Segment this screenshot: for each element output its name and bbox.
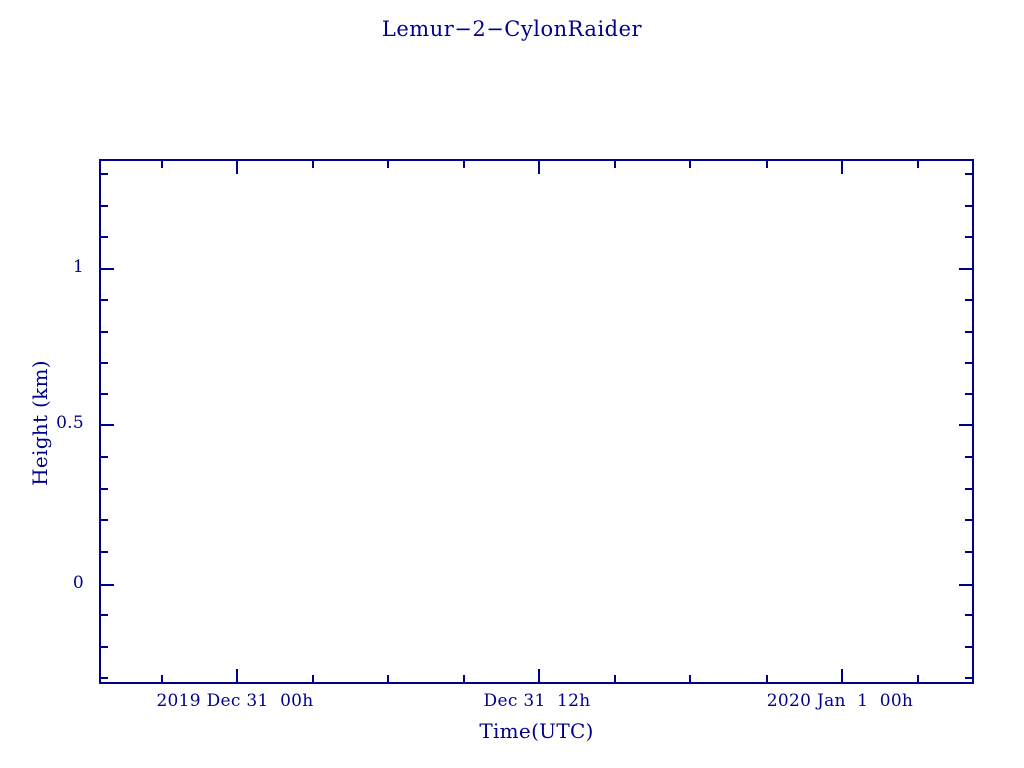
y-axis-tick-minor-left xyxy=(101,488,108,490)
y-axis-tick-minor-left xyxy=(101,393,108,395)
x-axis-tick-minor-top xyxy=(689,161,691,168)
y-axis-tick-minor-left xyxy=(101,299,108,301)
x-axis-tick-major-top xyxy=(538,161,540,174)
x-axis-tick-minor-top xyxy=(387,161,389,168)
y-axis-tick-minor-left xyxy=(101,173,108,175)
y-axis-tick-minor-left xyxy=(101,362,108,364)
y-axis-tick-minor-left xyxy=(101,331,108,333)
x-axis-tick-label: 2019 Dec 31 00h xyxy=(156,691,314,711)
x-axis-tick-minor-bottom xyxy=(161,675,163,682)
y-axis-tick-minor-left xyxy=(101,551,108,553)
x-axis-tick-minor-bottom xyxy=(614,675,616,682)
y-axis-tick-minor-right xyxy=(965,205,972,207)
y-axis-tick-minor-right xyxy=(965,362,972,364)
y-axis-tick-label: 0 xyxy=(72,573,84,593)
y-axis-tick-minor-left xyxy=(101,456,108,458)
x-axis-tick-minor-top xyxy=(463,161,465,168)
x-axis-tick-minor-top xyxy=(766,161,768,168)
x-axis-tick-major-bottom xyxy=(236,669,238,682)
x-axis-tick-minor-bottom xyxy=(387,675,389,682)
x-axis-tick-minor-top xyxy=(161,161,163,168)
x-axis-tick-major-top xyxy=(236,161,238,174)
x-axis-tick-minor-bottom xyxy=(917,675,919,682)
y-axis-tick-minor-right xyxy=(965,299,972,301)
y-axis-tick-minor-right xyxy=(965,614,972,616)
x-axis-tick-label: Dec 31 12h xyxy=(483,691,591,711)
x-axis-tick-major-bottom xyxy=(538,669,540,682)
plot-frame xyxy=(99,159,974,684)
y-axis-tick-minor-right xyxy=(965,236,972,238)
y-axis-tick-minor-left xyxy=(101,677,108,679)
y-axis-tick-minor-right xyxy=(965,173,972,175)
x-axis-tick-major-bottom xyxy=(841,669,843,682)
y-axis-tick-minor-right xyxy=(965,331,972,333)
y-axis-tick-minor-left xyxy=(101,205,108,207)
y-axis-tick-major-left xyxy=(101,268,114,270)
y-axis-tick-minor-left xyxy=(101,614,108,616)
y-axis-tick-minor-right xyxy=(965,646,972,648)
y-axis-tick-major-right xyxy=(959,424,972,426)
y-axis-tick-minor-left xyxy=(101,519,108,521)
x-axis-tick-minor-top xyxy=(312,161,314,168)
y-axis-tick-minor-left xyxy=(101,236,108,238)
x-axis-tick-minor-bottom xyxy=(689,675,691,682)
x-axis-tick-label: 2020 Jan 1 00h xyxy=(766,691,914,711)
x-axis-tick-minor-bottom xyxy=(766,675,768,682)
y-axis-tick-label: 1 xyxy=(72,257,84,277)
y-axis-tick-minor-right xyxy=(965,456,972,458)
x-axis-title: Time(UTC) xyxy=(479,719,594,743)
y-axis-tick-major-left xyxy=(101,584,114,586)
y-axis-tick-minor-left xyxy=(101,646,108,648)
y-axis-tick-major-left xyxy=(101,424,114,426)
page-title: Lemur−2−CylonRaider xyxy=(381,17,643,41)
y-axis-tick-major-right xyxy=(959,584,972,586)
y-axis-tick-minor-right xyxy=(965,488,972,490)
x-axis-tick-minor-top xyxy=(614,161,616,168)
x-axis-tick-minor-bottom xyxy=(312,675,314,682)
y-axis-tick-label: 0.5 xyxy=(56,413,84,433)
x-axis-tick-major-top xyxy=(841,161,843,174)
x-axis-tick-minor-top xyxy=(917,161,919,168)
y-axis-tick-major-right xyxy=(959,268,972,270)
y-axis-title: Height (km) xyxy=(28,360,52,486)
y-axis-tick-minor-right xyxy=(965,677,972,679)
x-axis-tick-minor-bottom xyxy=(463,675,465,682)
y-axis-tick-minor-right xyxy=(965,519,972,521)
y-axis-tick-minor-right xyxy=(965,393,972,395)
y-axis-tick-minor-right xyxy=(965,551,972,553)
